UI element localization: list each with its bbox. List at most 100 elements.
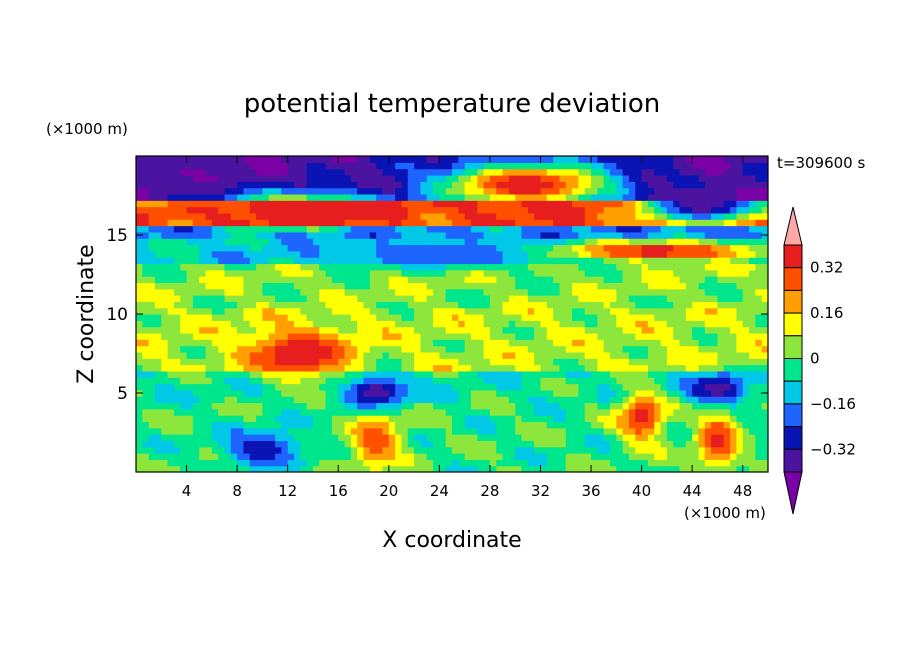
field-cell bbox=[565, 181, 573, 189]
field-cell bbox=[230, 326, 238, 334]
field-cell bbox=[553, 225, 561, 233]
field-cell bbox=[173, 200, 181, 208]
field-cell bbox=[180, 345, 188, 353]
field-cell bbox=[685, 459, 693, 467]
field-cell bbox=[205, 314, 213, 321]
field-cell bbox=[357, 314, 365, 321]
field-cell bbox=[628, 238, 636, 246]
field-cell bbox=[464, 257, 472, 265]
field-cell bbox=[173, 219, 181, 227]
field-cell bbox=[559, 181, 567, 189]
field-cell bbox=[268, 276, 276, 283]
field-cell bbox=[534, 231, 542, 239]
field-cell bbox=[357, 402, 365, 410]
field-cell bbox=[761, 314, 768, 321]
field-cell bbox=[736, 212, 744, 220]
field-cell bbox=[641, 364, 649, 372]
field-cell bbox=[192, 168, 200, 176]
field-cell bbox=[230, 231, 238, 239]
field-cell bbox=[180, 200, 188, 208]
field-cell bbox=[521, 301, 529, 309]
field-cell bbox=[287, 219, 295, 227]
field-cell bbox=[420, 332, 428, 340]
field-cell bbox=[338, 453, 346, 460]
field-cell bbox=[685, 282, 693, 290]
field-cell bbox=[477, 225, 485, 233]
field-cell bbox=[610, 219, 617, 227]
field-cell bbox=[426, 358, 434, 366]
field-cell bbox=[540, 301, 548, 309]
field-cell bbox=[508, 231, 516, 239]
field-cell bbox=[230, 415, 238, 423]
field-cell bbox=[470, 377, 478, 385]
field-cell bbox=[363, 402, 371, 410]
field-cell bbox=[211, 288, 219, 296]
field-cell bbox=[243, 332, 251, 340]
field-cell bbox=[527, 263, 535, 271]
field-cell bbox=[414, 446, 421, 454]
field-cell bbox=[306, 402, 314, 410]
field-cell bbox=[148, 250, 156, 258]
field-cell bbox=[515, 383, 523, 391]
field-cell bbox=[312, 168, 320, 176]
field-cell bbox=[287, 402, 295, 410]
field-cell bbox=[515, 434, 523, 441]
field-cell bbox=[508, 301, 516, 309]
field-cell bbox=[736, 364, 744, 372]
field-cell bbox=[319, 320, 327, 328]
field-cell bbox=[464, 206, 472, 214]
field-cell bbox=[572, 238, 579, 246]
field-cell bbox=[540, 434, 548, 441]
field-cell bbox=[369, 465, 377, 472]
field-cell bbox=[755, 377, 763, 385]
field-cell bbox=[350, 225, 358, 233]
field-cell bbox=[136, 320, 143, 328]
field-cell bbox=[641, 168, 649, 176]
field-cell bbox=[736, 402, 744, 410]
field-cell bbox=[433, 351, 440, 359]
field-cell bbox=[477, 358, 485, 366]
field-cell bbox=[199, 231, 207, 239]
field-cell bbox=[692, 282, 700, 290]
field-cell bbox=[306, 320, 314, 328]
field-cell bbox=[578, 408, 586, 416]
field-cell bbox=[136, 276, 143, 283]
field-cell bbox=[300, 434, 308, 441]
field-cell bbox=[357, 453, 365, 460]
field-cell bbox=[211, 434, 219, 441]
field-cell bbox=[546, 402, 554, 410]
field-cell bbox=[388, 389, 396, 397]
field-cell bbox=[312, 396, 320, 404]
field-cell bbox=[692, 345, 700, 353]
field-cell bbox=[319, 225, 327, 233]
field-cell bbox=[306, 187, 314, 195]
field-cell bbox=[401, 453, 409, 460]
field-cell bbox=[294, 408, 301, 416]
field-cell bbox=[704, 434, 712, 441]
field-cell bbox=[192, 459, 200, 467]
field-cell bbox=[445, 402, 453, 410]
field-cell bbox=[407, 174, 415, 182]
field-cell bbox=[452, 453, 459, 460]
field-cell bbox=[173, 345, 181, 353]
field-cell bbox=[192, 257, 200, 265]
field-cell bbox=[496, 351, 504, 359]
field-cell bbox=[211, 402, 219, 410]
field-cell bbox=[660, 421, 668, 429]
field-cell bbox=[565, 459, 573, 467]
field-cell bbox=[704, 351, 712, 359]
field-cell bbox=[666, 314, 674, 321]
field-cell bbox=[211, 377, 219, 385]
field-cell bbox=[161, 276, 169, 283]
field-cell bbox=[483, 200, 491, 208]
field-cell bbox=[679, 288, 687, 296]
field-cell bbox=[186, 440, 194, 448]
field-cell bbox=[723, 206, 731, 214]
field-cell bbox=[761, 358, 768, 366]
field-cell bbox=[711, 326, 719, 334]
field-cell bbox=[496, 358, 504, 366]
field-cell bbox=[584, 301, 592, 309]
field-cell bbox=[237, 434, 245, 441]
field-cell bbox=[742, 446, 750, 454]
field-cell bbox=[578, 402, 586, 410]
